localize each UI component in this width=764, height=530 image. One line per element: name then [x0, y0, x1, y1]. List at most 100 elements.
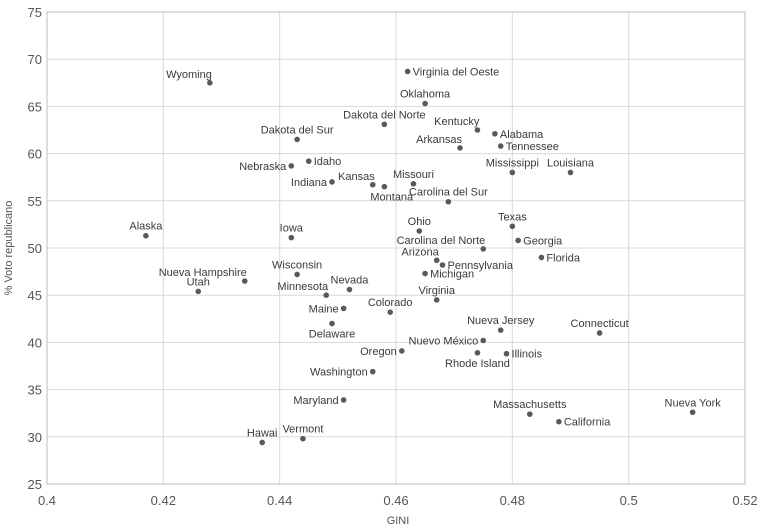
- label-colorado: Colorado: [368, 297, 413, 309]
- label-nuevo-mexico: Nuevo México: [409, 336, 479, 348]
- label-indiana: Indiana: [291, 177, 328, 189]
- label-missouri: Missouri: [393, 169, 434, 181]
- label-louisiana: Louisiana: [547, 157, 595, 169]
- point-dakota-del-sur: [294, 136, 300, 143]
- point-nevada: [346, 286, 353, 293]
- label-utah: Utah: [187, 276, 210, 288]
- point-missouri: [410, 181, 417, 187]
- y-tick-label: 30: [28, 430, 42, 445]
- label-minnesota: Minnesota: [277, 281, 329, 293]
- label-iowa: Iowa: [280, 223, 304, 235]
- grid-lines: [46, 11, 746, 485]
- point-carolina-del-sur: [445, 198, 452, 205]
- point-california: [556, 418, 562, 425]
- point-mississippi: [509, 169, 516, 176]
- point-connecticut: [596, 330, 603, 336]
- point-washington: [369, 368, 376, 375]
- label-ohio: Ohio: [408, 216, 431, 228]
- point-nebraska: [288, 163, 295, 169]
- label-nueva-york: Nueva York: [665, 397, 722, 409]
- point-dakota-del-norte: [381, 121, 388, 128]
- label-dakota-del-sur: Dakota del Sur: [261, 124, 334, 136]
- y-tick-label: 60: [28, 147, 42, 162]
- point-virginia: [433, 297, 440, 303]
- point-florida: [538, 254, 545, 261]
- label-carolina-del-sur: Carolina del Sur: [409, 187, 488, 199]
- point-arkansas: [457, 145, 463, 151]
- label-wisconsin: Wisconsin: [272, 259, 322, 271]
- y-tick-label: 40: [28, 335, 42, 350]
- label-delaware: Delaware: [309, 329, 355, 341]
- point-vermont: [300, 435, 306, 442]
- y-tick-label: 45: [28, 288, 42, 303]
- label-massachusetts: Massachusetts: [493, 399, 567, 411]
- plot-frame: [46, 11, 746, 485]
- label-carolina-del-norte: Carolina del Norte: [397, 235, 486, 247]
- label-michigan: Michigan: [430, 268, 474, 280]
- x-tick-label: 0.46: [383, 493, 408, 508]
- y-tick-label: 25: [28, 477, 42, 492]
- label-texas: Texas: [498, 211, 527, 223]
- label-rhode-island: Rhode Island: [445, 358, 510, 370]
- label-arkansas: Arkansas: [416, 134, 462, 146]
- point-alaska: [143, 232, 149, 239]
- point-tennessee: [497, 143, 504, 149]
- x-tick-label: 0.52: [732, 493, 757, 508]
- point-pennsylvania: [439, 262, 446, 268]
- x-tick-label: 0.42: [151, 493, 176, 508]
- label-alaska: Alaska: [129, 221, 163, 233]
- point-massachusetts: [526, 411, 533, 417]
- y-tick-label: 50: [28, 241, 42, 256]
- point-idaho: [305, 158, 312, 164]
- label-idaho: Idaho: [314, 156, 342, 168]
- point-maine: [340, 305, 347, 312]
- label-alabama: Alabama: [500, 129, 544, 141]
- point-texas: [509, 223, 516, 230]
- point-nueva-jersey: [497, 327, 504, 333]
- label-nebraska: Nebraska: [239, 161, 287, 173]
- label-nueva-jersey: Nueva Jersey: [467, 315, 535, 327]
- label-virginia-del-oeste: Virginia del Oeste: [413, 66, 500, 78]
- point-indiana: [329, 179, 335, 185]
- label-vermont: Vermont: [282, 424, 323, 436]
- label-virginia: Virginia: [418, 285, 455, 297]
- label-nueva-hampshire: Nueva Hampshire: [159, 267, 247, 279]
- point-virginia-del-oeste: [404, 68, 411, 75]
- point-labels: Wyoming Virginia del Oeste Oklahoma Dakota …: [129, 66, 721, 439]
- point-utah: [195, 288, 202, 295]
- label-illinois: Illinois: [512, 349, 543, 361]
- label-dakota-del-norte: Dakota del Norte: [343, 109, 426, 121]
- data-points: [143, 68, 696, 446]
- x-tick-label: 0.48: [500, 493, 525, 508]
- label-california: California: [564, 417, 611, 429]
- x-axis-title: GINI: [387, 515, 410, 527]
- label-arizona: Arizona: [401, 246, 439, 258]
- point-michigan: [422, 270, 428, 277]
- tick-labels: 25 30 35 40 45 50 55 60 65 70 75 0.4 0.42 0.44 0.46 0.4…: [28, 5, 758, 508]
- point-arizona: [433, 257, 440, 264]
- x-tick-label: 0.44: [267, 493, 292, 508]
- point-louisiana: [567, 169, 574, 176]
- y-tick-label: 75: [28, 5, 42, 20]
- point-montana: [381, 183, 388, 190]
- point-iowa: [288, 234, 295, 241]
- y-axis-title: % Voto republicano: [3, 201, 15, 296]
- point-wisconsin: [294, 271, 300, 278]
- x-tick-label: 0.4: [38, 493, 56, 508]
- label-kentucky: Kentucky: [434, 116, 480, 128]
- y-tick-label: 55: [28, 194, 42, 209]
- label-hawai: Hawai: [247, 427, 278, 439]
- label-georgia: Georgia: [523, 235, 563, 247]
- point-kansas: [369, 181, 376, 188]
- point-minnesota: [323, 292, 330, 299]
- label-oregon: Oregon: [360, 346, 397, 358]
- label-connecticut: Connecticut: [571, 318, 629, 330]
- point-illinois: [503, 350, 510, 357]
- point-oklahoma: [422, 100, 428, 107]
- x-tick-label: 0.5: [620, 493, 638, 508]
- label-pennsylvania: Pennsylvania: [448, 260, 514, 272]
- point-nueva-york: [689, 409, 696, 416]
- label-oklahoma: Oklahoma: [400, 89, 451, 101]
- point-colorado: [387, 309, 393, 315]
- point-nuevo-mexico: [480, 337, 487, 344]
